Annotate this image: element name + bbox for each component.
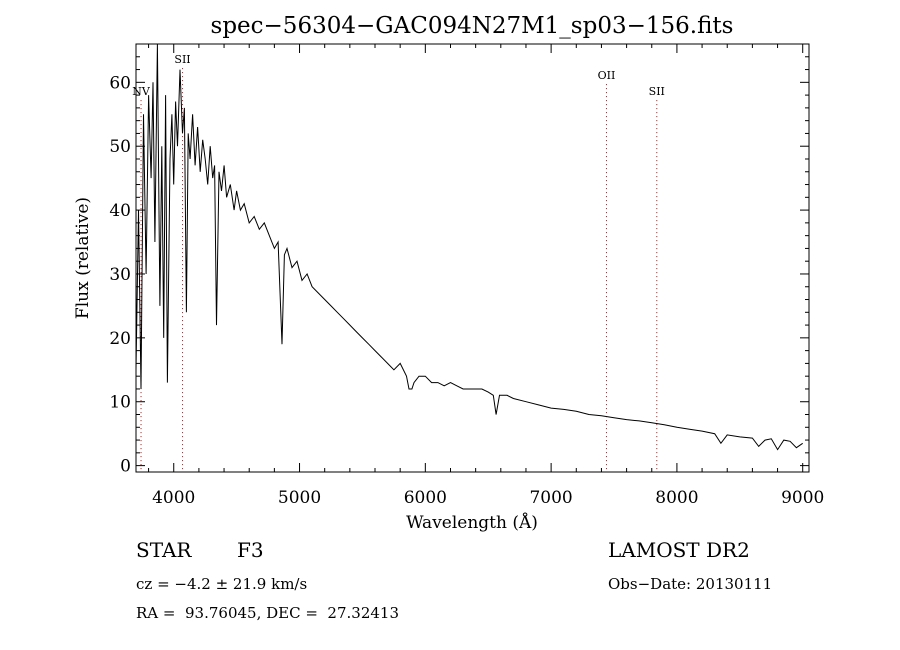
y-tick-label: 10 [109, 393, 131, 413]
y-tick-label: 20 [109, 329, 131, 349]
y-tick-label: 30 [109, 265, 131, 285]
coordinates: RA = 93.76045, DEC = 27.32413 [136, 604, 400, 622]
plot-area: 4000 5000 6000 7000 8000 9000 0 10 20 30 40 50 60 NV… [109, 43, 824, 508]
spectrum-line [135, 43, 803, 451]
y-tick-label: 60 [109, 73, 131, 93]
x-tick-label: 4000 [152, 488, 195, 508]
spectral-line-label: SII [174, 53, 190, 66]
x-tick-label: 7000 [529, 488, 572, 508]
x-tick-label: 5000 [278, 488, 321, 508]
x-tick-label: 8000 [655, 488, 698, 508]
tick-layer: 4000 5000 6000 7000 8000 9000 0 10 20 30 40 50 60 [109, 44, 824, 508]
spectral-line-label: NV [132, 85, 151, 98]
line-marker-layer: NV SII OII SII [132, 53, 665, 472]
x-axis-label: Wavelength (Å) [406, 512, 538, 533]
observation-date: Obs−Date: 20130111 [608, 575, 773, 593]
spectral-line-label: SII [649, 85, 665, 98]
redshift-cz: cz = −4.2 ± 21.9 km/s [136, 575, 308, 593]
y-tick-label: 50 [109, 137, 131, 157]
x-tick-label: 9000 [781, 488, 824, 508]
plot-frame [135, 43, 810, 473]
x-tick-label: 6000 [404, 488, 447, 508]
chart-title: spec−56304−GAC094N27M1_sp03−156.fits [211, 13, 734, 39]
survey-name: LAMOST DR2 [608, 538, 750, 562]
y-axis-label: Flux (relative) [73, 197, 93, 319]
y-tick-label: 40 [109, 201, 131, 221]
spectral-line-label: OII [598, 69, 616, 82]
y-tick-label: 0 [120, 457, 131, 477]
object-class: STAR [136, 538, 192, 562]
spectral-subclass: F3 [237, 538, 264, 562]
